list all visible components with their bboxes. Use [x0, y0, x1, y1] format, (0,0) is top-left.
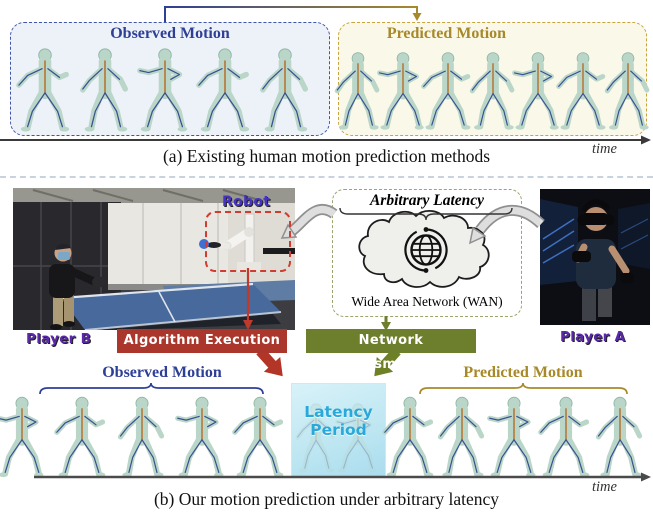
human-figure [178, 397, 224, 477]
player-a-label: Player A [560, 329, 626, 345]
robot-bounding-box [205, 211, 291, 272]
caption-a: (a) Existing human motion prediction met… [162, 146, 491, 166]
network-transmission-badge: Network Transmission [306, 329, 476, 372]
predicted-motion-box: Predicted Motion [338, 22, 647, 136]
panel-divider [0, 176, 653, 178]
observed-motion-title-b: Observed Motion [102, 364, 222, 381]
observed-motion-box: Observed Motion [10, 22, 330, 136]
human-figure [385, 397, 434, 477]
vr-photo [540, 189, 650, 325]
human-figure [490, 397, 536, 477]
player-a-silhouette [572, 199, 634, 321]
human-figure [599, 397, 642, 477]
player-b-label: Player B [26, 331, 92, 347]
observed-motion-title-a: Observed Motion [110, 25, 230, 42]
human-figure [441, 397, 484, 477]
time-axis-a [0, 135, 651, 145]
human-figure [121, 397, 164, 477]
human-figure [541, 397, 590, 477]
time-label-a: time [592, 141, 617, 157]
algorithm-execution-badge: Algorithm Execution [117, 329, 287, 353]
wan-label: Wide Area Network (WAN) [351, 294, 503, 309]
human-figure [57, 397, 106, 477]
caption-b: (b) Our motion prediction under arbitrar… [153, 489, 500, 509]
player-b-silhouette [49, 243, 106, 330]
predicted-motion-title-b: Predicted Motion [463, 364, 583, 381]
latency-period-label: Latency Period [304, 403, 373, 439]
time-label-b: time [592, 479, 617, 495]
human-figure [235, 397, 284, 477]
globe-icon [404, 227, 448, 273]
predicted-motion-brace [419, 382, 628, 395]
arbitrary-latency-label: Arbitrary Latency [369, 192, 485, 209]
human-figure [0, 397, 43, 477]
wan-cloud-icon [358, 210, 490, 288]
robot-label: Robot [222, 194, 271, 210]
predicted-motion-title-a: Predicted Motion [386, 25, 507, 42]
observed-to-predicted-arrow [164, 6, 422, 22]
robot-arm [199, 213, 295, 272]
observed-motion-brace [39, 382, 264, 395]
